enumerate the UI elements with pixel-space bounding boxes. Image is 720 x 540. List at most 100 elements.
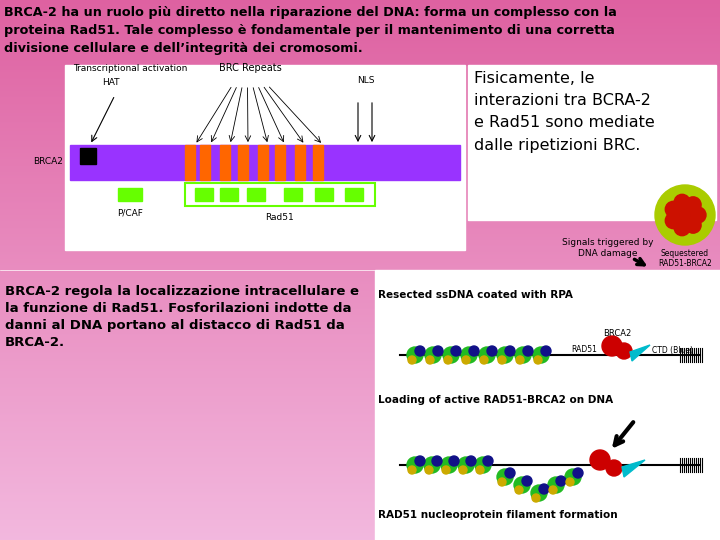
Bar (0, 437, 720, 438)
Bar (0, 174, 720, 175)
Bar (0, 172, 720, 173)
Bar (0, 226, 720, 227)
Bar (0, 82, 720, 83)
Bar (0, 57, 720, 58)
Bar (0, 73, 720, 74)
Text: RAD51 nucleoprotein filament formation: RAD51 nucleoprotein filament formation (378, 510, 618, 520)
Bar (0, 520, 720, 521)
Bar (0, 254, 720, 255)
Bar (0, 39, 720, 40)
Bar (0, 235, 720, 236)
Bar (0, 179, 720, 180)
Bar (0, 200, 720, 201)
Bar (258, 145, 268, 180)
Bar (0, 126, 720, 127)
Bar (0, 25, 720, 26)
Bar (0, 17, 720, 18)
Bar (0, 123, 720, 124)
Bar (0, 91, 720, 92)
Bar (0, 219, 720, 220)
Bar (0, 310, 720, 311)
Circle shape (541, 346, 551, 356)
Bar (0, 403, 720, 404)
Bar (0, 80, 720, 81)
Bar (0, 515, 720, 516)
Bar (0, 195, 720, 196)
Bar (0, 483, 720, 484)
Bar (0, 461, 720, 462)
Bar (0, 474, 720, 475)
Circle shape (534, 356, 542, 364)
Bar (0, 72, 720, 73)
Bar (0, 367, 720, 368)
Bar (0, 452, 720, 453)
Bar (0, 512, 720, 513)
Bar (0, 471, 720, 472)
Bar (0, 239, 720, 240)
Circle shape (665, 201, 681, 218)
Bar (0, 282, 720, 283)
Bar (0, 189, 720, 190)
Bar (0, 170, 720, 171)
Bar (0, 398, 720, 399)
Bar (0, 484, 720, 485)
Bar (0, 51, 720, 52)
Circle shape (533, 347, 549, 363)
Circle shape (466, 456, 476, 466)
Bar (0, 352, 720, 353)
Bar (0, 473, 720, 474)
Bar (0, 183, 720, 184)
Circle shape (616, 343, 632, 359)
Bar (0, 322, 720, 323)
Bar (0, 308, 720, 309)
Bar (0, 494, 720, 495)
Bar (0, 121, 720, 122)
Bar (0, 491, 720, 492)
Bar (0, 231, 720, 232)
Bar (0, 295, 720, 296)
Circle shape (685, 197, 701, 213)
Bar (70, 145, 460, 180)
Bar (0, 374, 720, 375)
Bar (0, 213, 720, 214)
Bar (0, 463, 720, 464)
Bar (0, 240, 720, 241)
Bar (0, 79, 720, 80)
Bar (0, 178, 720, 179)
Bar (0, 267, 720, 268)
Bar (0, 294, 720, 295)
Bar (0, 62, 720, 63)
Bar (0, 465, 720, 466)
Bar (0, 303, 720, 304)
Bar (0, 509, 720, 510)
Circle shape (665, 213, 681, 228)
Text: Loading of active RAD51-BRCA2 on DNA: Loading of active RAD51-BRCA2 on DNA (378, 395, 613, 405)
Bar (0, 507, 720, 508)
Bar (0, 133, 720, 134)
Bar (0, 228, 720, 229)
Polygon shape (622, 460, 645, 477)
Bar (0, 517, 720, 518)
Circle shape (487, 346, 497, 356)
Bar (0, 373, 720, 374)
Circle shape (674, 194, 690, 210)
Bar (0, 432, 720, 433)
Bar (0, 360, 720, 361)
Bar (0, 127, 720, 128)
Circle shape (590, 450, 610, 470)
Text: HAT: HAT (102, 78, 120, 87)
Bar (0, 138, 720, 139)
Bar (0, 335, 720, 336)
Bar (0, 181, 720, 182)
Bar (0, 260, 720, 261)
Circle shape (514, 477, 530, 493)
Circle shape (498, 356, 506, 364)
Bar (0, 33, 720, 34)
Bar (0, 198, 720, 199)
Bar (0, 522, 720, 523)
Bar (0, 467, 720, 468)
Bar (0, 41, 720, 42)
Bar (0, 485, 720, 486)
Circle shape (566, 478, 574, 486)
Circle shape (433, 346, 443, 356)
